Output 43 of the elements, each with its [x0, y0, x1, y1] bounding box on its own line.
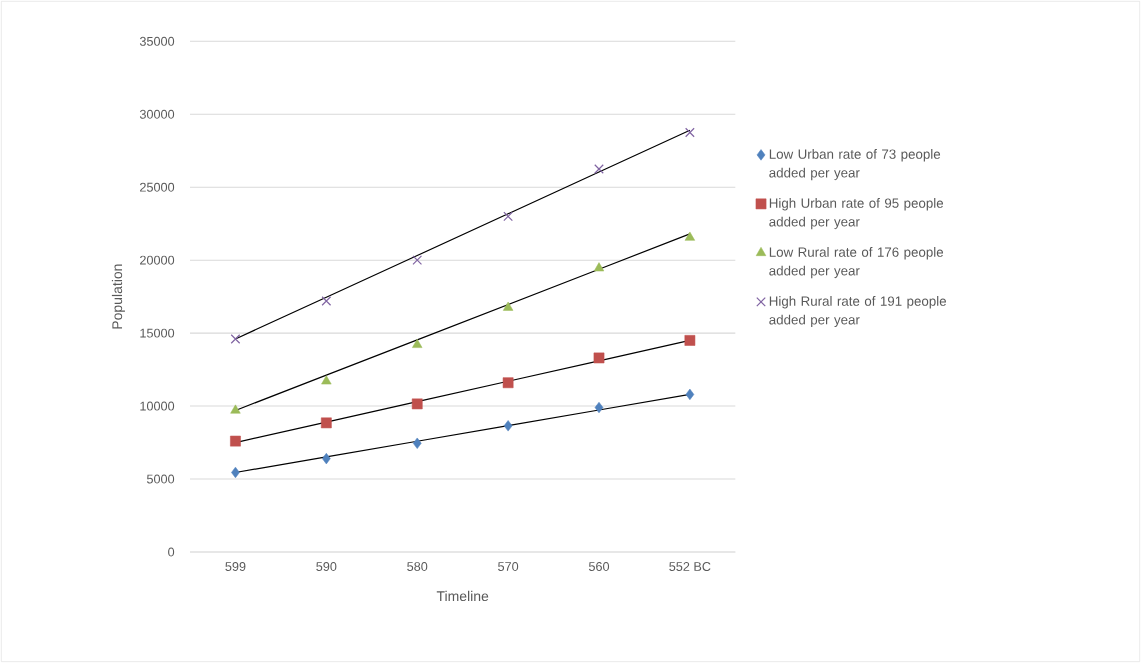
point: [412, 255, 423, 266]
x-tick-label: 560: [588, 562, 610, 571]
y-tick-label: 5000: [146, 474, 175, 484]
point: [502, 377, 514, 389]
point: [684, 335, 696, 346]
point: [685, 127, 695, 138]
legend-label: Low Rural rate of 176 people added per year: [769, 247, 944, 279]
point: [594, 164, 604, 174]
y-axis-title: Population: [111, 264, 125, 329]
y-tick-label: 0: [168, 547, 175, 557]
legend-label: Low Urban rate of 73 people added per year: [769, 149, 941, 181]
point: [321, 296, 332, 306]
point: [684, 231, 696, 241]
legend-label: High Rural rate of 191 people added per year: [769, 296, 946, 328]
x-tick-label: 599: [225, 562, 246, 571]
x-tick-label: 552 BC: [669, 562, 711, 571]
y-tick-label: 25000: [140, 182, 175, 192]
point: [412, 338, 423, 348]
x-tick-label: 580: [407, 562, 428, 571]
point: [322, 453, 331, 465]
point: [230, 435, 241, 447]
y-tick-label: 10000: [140, 401, 175, 411]
point: [503, 211, 513, 222]
y-tick-label: 15000: [140, 328, 175, 338]
point: [593, 352, 605, 364]
point: [594, 401, 604, 414]
x-tick-label: 570: [498, 562, 519, 571]
legend-label: High Urban rate of 95 people added per year: [769, 198, 944, 230]
point: [411, 398, 423, 410]
point: [412, 437, 422, 449]
point: [685, 388, 695, 401]
x-tick-label: 590: [316, 562, 337, 571]
y-tick-label: 35000: [139, 36, 175, 46]
point: [230, 404, 241, 414]
point: [503, 420, 513, 432]
y-tick-label: 30000: [139, 109, 175, 119]
point: [502, 301, 514, 311]
y-tick-label: 20000: [140, 255, 175, 265]
point: [321, 417, 332, 429]
point: [321, 375, 332, 385]
point: [230, 334, 241, 344]
x-axis-title: Timeline: [436, 590, 489, 602]
point: [593, 262, 605, 272]
